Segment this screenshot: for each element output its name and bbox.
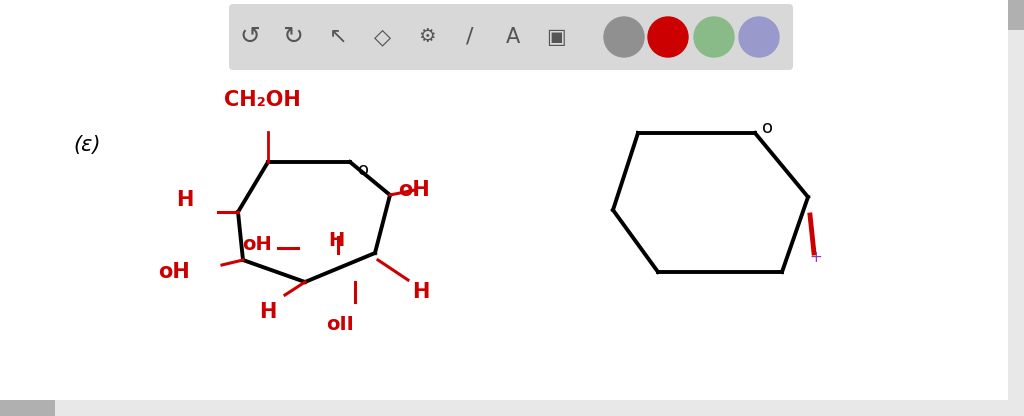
Text: H: H bbox=[412, 282, 429, 302]
Circle shape bbox=[648, 17, 688, 57]
Text: ↻: ↻ bbox=[283, 25, 303, 49]
Text: ↖: ↖ bbox=[329, 27, 347, 47]
Text: ↺: ↺ bbox=[240, 25, 260, 49]
Text: /: / bbox=[466, 27, 474, 47]
Bar bbox=[1008, 0, 1024, 30]
Circle shape bbox=[604, 17, 644, 57]
FancyBboxPatch shape bbox=[229, 4, 793, 70]
Text: H: H bbox=[259, 302, 276, 322]
Text: ◇: ◇ bbox=[374, 27, 390, 47]
Circle shape bbox=[739, 17, 779, 57]
Text: o: o bbox=[358, 161, 369, 179]
Text: ▣: ▣ bbox=[546, 27, 566, 47]
Text: CH₂OH: CH₂OH bbox=[223, 90, 300, 110]
Text: o: o bbox=[762, 119, 773, 137]
Text: oH: oH bbox=[243, 235, 272, 255]
Text: oII: oII bbox=[326, 315, 354, 334]
Text: H: H bbox=[176, 190, 193, 210]
Text: ⚙: ⚙ bbox=[418, 27, 436, 47]
Text: oH: oH bbox=[398, 180, 430, 200]
Text: A: A bbox=[506, 27, 520, 47]
Bar bbox=[0, 400, 1008, 416]
Text: +: + bbox=[810, 250, 822, 265]
Text: oH: oH bbox=[159, 262, 190, 282]
Text: H: H bbox=[328, 230, 344, 250]
Text: (ε): (ε) bbox=[74, 135, 100, 155]
Bar bbox=[1008, 0, 1024, 416]
Bar bbox=[0, 400, 55, 416]
Circle shape bbox=[694, 17, 734, 57]
